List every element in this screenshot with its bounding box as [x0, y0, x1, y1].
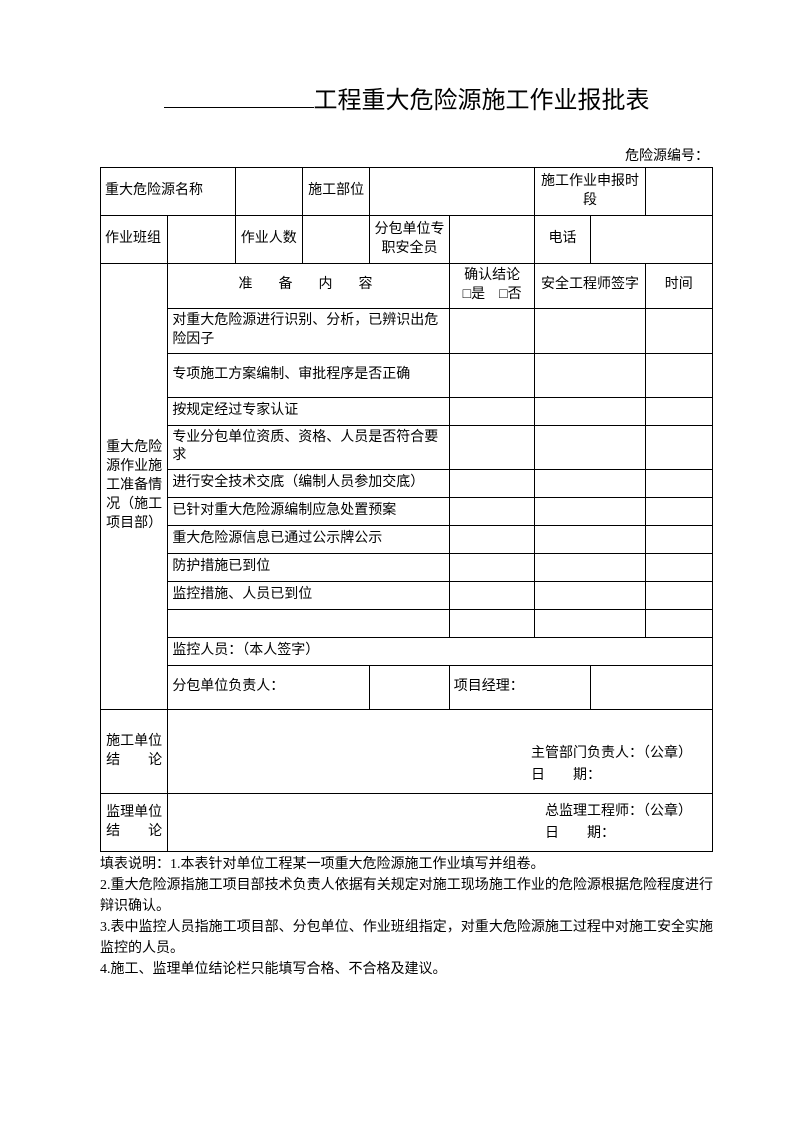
confirm-cell[interactable] [449, 582, 535, 610]
notes: 填表说明：1.本表针对单位工程某一项重大危险源施工作业填写并组卷。 2.重大危险… [100, 854, 713, 980]
sign-cell[interactable] [535, 554, 645, 582]
period-label: 施工作业申报时段 [535, 168, 645, 216]
time-cell[interactable] [645, 308, 712, 353]
prep-item-blank[interactable] [168, 610, 449, 638]
confirm-options: □是 □否 [454, 286, 531, 305]
note-line: 3.表中监控人员指施工项目部、分包单位、作业班组指定，对重大危险源施工过程中对施… [100, 917, 713, 959]
approval-form: 重大危险源名称 施工部位 施工作业申报时段 作业班组 作业人数 分包单位专职安全… [100, 167, 713, 852]
confirm-header: 确认结论 □是 □否 [449, 264, 535, 309]
time-cell[interactable] [645, 610, 712, 638]
page: 工程重大危险源施工作业报批表 危险源编号： 重大危险源名称 施工部位 施工作业申… [0, 0, 793, 1040]
prep-item: 按规定经过专家认证 [168, 397, 449, 425]
content-header: 准 备 内 容 [168, 264, 449, 309]
safety-officer-label: 分包单位专职安全员 [370, 216, 450, 264]
project-name-blank[interactable] [164, 107, 314, 108]
prep-item: 专业分包单位资质、资格、人员是否符合要求 [168, 425, 449, 470]
supervision-conclusion-cell[interactable]: 总监理工程师：（公章） 日 期： [168, 794, 713, 852]
confirm-cell[interactable] [449, 498, 535, 526]
confirm-cell[interactable] [449, 397, 535, 425]
phone-label: 电话 [535, 216, 590, 264]
project-manager[interactable]: 项目经理： [449, 666, 590, 710]
monitor-row[interactable]: 监控人员：（本人签字） [168, 638, 713, 666]
construction-part-value[interactable] [370, 168, 535, 216]
time-cell[interactable] [645, 582, 712, 610]
construction-conclusion-label: 施工单位结 论 [101, 710, 168, 794]
confirm-cell[interactable] [449, 526, 535, 554]
confirm-cell[interactable] [449, 470, 535, 498]
note-line: 2.重大危险源指施工项目部技术负责人依据有关规定对施工现场施工作业的危险源根据危… [100, 875, 713, 917]
preparation-side-label: 重大危险源作业施工准备情况（施工项目部） [101, 264, 168, 710]
project-manager-value[interactable] [590, 666, 712, 710]
time-header: 时间 [645, 264, 712, 309]
note-line: 4.施工、监理单位结论栏只能填写合格、不合格及建议。 [100, 959, 713, 980]
note-line: 填表说明：1.本表针对单位工程某一项重大危险源施工作业填写并组卷。 [100, 854, 713, 875]
supervision-conclusion-label: 监理单位结 论 [101, 794, 168, 852]
time-cell[interactable] [645, 526, 712, 554]
prep-item: 监控措施、人员已到位 [168, 582, 449, 610]
sign-cell[interactable] [535, 526, 645, 554]
time-cell[interactable] [645, 470, 712, 498]
construction-part-label: 施工部位 [302, 168, 369, 216]
prep-item: 进行安全技术交底（编制人员参加交底） [168, 470, 449, 498]
hazard-number-label: 危险源编号： [100, 145, 713, 165]
time-cell[interactable] [645, 554, 712, 582]
phone-value[interactable] [590, 216, 712, 264]
sign-cell[interactable] [535, 498, 645, 526]
page-title: 工程重大危险源施工作业报批表 [100, 80, 713, 115]
subcontractor-leader-value[interactable] [370, 666, 450, 710]
confirm-cell[interactable] [449, 554, 535, 582]
prep-item: 重大危险源信息已通过公示牌公示 [168, 526, 449, 554]
sign-cell[interactable] [535, 610, 645, 638]
title-suffix: 工程重大危险源施工作业报批表 [314, 88, 650, 114]
confirm-cell[interactable] [449, 308, 535, 353]
sign-cell[interactable] [535, 397, 645, 425]
time-cell[interactable] [645, 425, 712, 470]
time-cell[interactable] [645, 397, 712, 425]
subcontractor-leader[interactable]: 分包单位负责人： [168, 666, 370, 710]
sign-cell[interactable] [535, 425, 645, 470]
hazard-name-value[interactable] [235, 168, 302, 216]
supervision-signature: 总监理工程师：（公章） 日 期： [545, 801, 692, 846]
sign-cell[interactable] [535, 308, 645, 353]
safety-officer-value[interactable] [449, 216, 535, 264]
sign-cell[interactable] [535, 582, 645, 610]
worker-count-value[interactable] [302, 216, 369, 264]
sign-cell[interactable] [535, 353, 645, 397]
engineer-sign-header: 安全工程师签字 [535, 264, 645, 309]
construction-conclusion-cell[interactable]: 主管部门负责人：（公章） 日 期： [168, 710, 713, 794]
time-cell[interactable] [645, 498, 712, 526]
team-label: 作业班组 [101, 216, 168, 264]
confirm-title: 确认结论 [454, 267, 531, 286]
prep-item: 专项施工方案编制、审批程序是否正确 [168, 353, 449, 397]
construction-signature: 主管部门负责人：（公章） 日 期： [531, 743, 692, 788]
sign-cell[interactable] [535, 470, 645, 498]
worker-count-label: 作业人数 [235, 216, 302, 264]
time-cell[interactable] [645, 353, 712, 397]
confirm-cell[interactable] [449, 610, 535, 638]
confirm-cell[interactable] [449, 353, 535, 397]
prep-item: 对重大危险源进行识别、分析，已辨识出危险因子 [168, 308, 449, 353]
prep-item: 已针对重大危险源编制应急处置预案 [168, 498, 449, 526]
confirm-cell[interactable] [449, 425, 535, 470]
period-value[interactable] [645, 168, 712, 216]
prep-item: 防护措施已到位 [168, 554, 449, 582]
team-value[interactable] [168, 216, 235, 264]
hazard-name-label: 重大危险源名称 [101, 168, 236, 216]
